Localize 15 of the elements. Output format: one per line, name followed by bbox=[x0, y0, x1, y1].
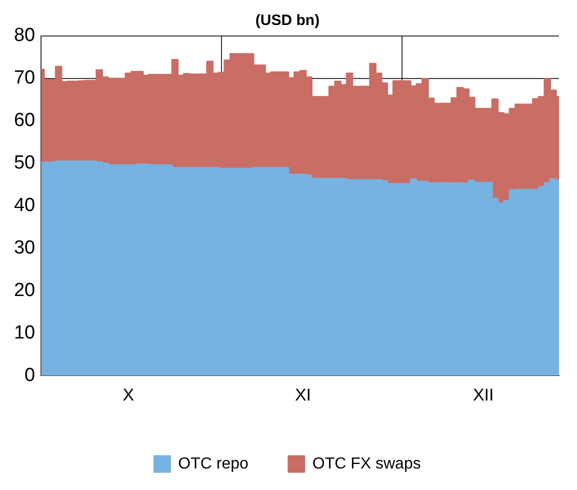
y-tick-label: 0 bbox=[24, 364, 36, 386]
y-tick-label: 70 bbox=[14, 68, 36, 89]
x-tick-label: X bbox=[122, 385, 134, 404]
y-tick-label: 50 bbox=[14, 152, 36, 174]
x-tick-label: XII bbox=[472, 385, 494, 404]
legend-label: OTC FX swaps bbox=[312, 455, 421, 472]
y-tick-label: 10 bbox=[14, 322, 36, 344]
y-tick-label: 20 bbox=[14, 280, 36, 301]
y-tick-label: 60 bbox=[14, 110, 36, 132]
y-tick-label: 30 bbox=[14, 237, 36, 258]
x-tick-label: XI bbox=[294, 385, 312, 404]
y-tick-label: 80 bbox=[14, 25, 36, 46]
legend-label: OTC repo bbox=[178, 455, 248, 472]
chart-title: (USD bn) bbox=[255, 12, 320, 30]
y-tick-label: 40 bbox=[14, 195, 36, 216]
